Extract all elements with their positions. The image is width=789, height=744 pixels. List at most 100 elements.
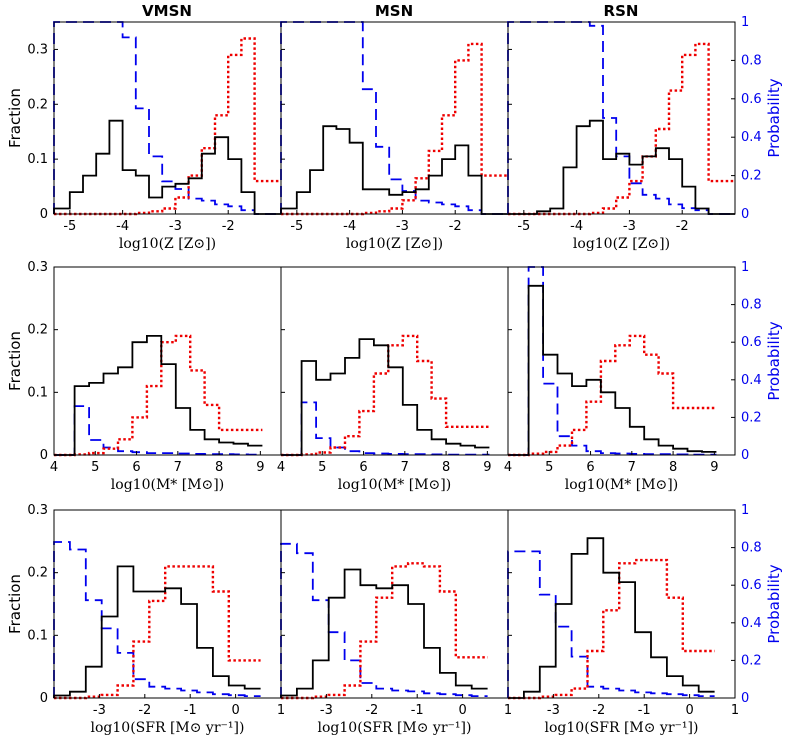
y-tick-label: 0.2 (27, 97, 48, 112)
x-tick-label: -4 (116, 219, 129, 234)
right-y-tick-label: 0.6 (741, 578, 762, 593)
panel-sfr-vmsn: -3 -2 -1 0 1 0 0.1 0.2 0.3 log10(SFR [M⊙ yr⁻¹]) (27, 503, 285, 736)
series-probability-dashed (53, 541, 261, 698)
series-comparison-dotted (54, 334, 263, 457)
y-tick-label: 0 (40, 448, 48, 463)
x-tick-label: 7 (174, 460, 182, 475)
panel-frame (280, 509, 509, 699)
y-tick-label: 0.2 (27, 323, 48, 338)
row-sfr: Fraction Probability-3 -2 -1 0 100.10.20.3log… (6, 503, 783, 736)
x-axis-label: log10(M* [M⊙]) (111, 477, 224, 493)
right-y-tick-label: 0.8 (741, 298, 762, 313)
x-tick-label: -2 (449, 219, 462, 234)
x-tick-label: -5 (290, 219, 303, 234)
panel-frame (507, 21, 736, 215)
panel-stellar-mass-rsn: 4 5 6 7 8 9 0 0.2 0.4 0.6 0.8 1 log10(M* [M⊙]) (504, 260, 762, 493)
x-tick-label: -2 (592, 703, 605, 718)
x-tick-label: -5 (517, 219, 530, 234)
right-y-tick-label: 0.8 (741, 53, 762, 68)
panel-frame (280, 21, 509, 215)
x-tick-label: -3 (623, 219, 636, 234)
series-probability-dashed (280, 542, 488, 698)
y-tick-label: 0.3 (27, 42, 48, 57)
panel-metallicity-rsn: -5 -4 -3 -2 0 0.2 0.4 0.6 0.8 1 log10(Z [Z⊙]) (507, 15, 762, 252)
panel-frame (53, 266, 282, 456)
series-fraction-solid (53, 565, 261, 698)
right-y-tick-label: 0.4 (741, 130, 762, 145)
series-fraction-solid (281, 338, 490, 456)
right-y-tick-label: 0.2 (741, 410, 762, 425)
row-metallicity: Fraction Probability -5 -4 -3 -2 0 0.1 0.2 0.3 log… (6, 15, 783, 252)
x-tick-label: 9 (710, 460, 718, 475)
column-title-vmsn: VMSN (142, 2, 192, 20)
x-tick-label: -4 (343, 219, 356, 234)
x-tick-label: -3 (93, 703, 106, 718)
x-tick-label: 4 (277, 460, 285, 475)
right-y-tick-label: 0.2 (741, 653, 762, 668)
series-probability-dashed (508, 266, 717, 456)
y-axis-label-fraction: Fraction (6, 574, 24, 634)
x-tick-label: 1 (504, 703, 512, 718)
right-y-tick-label: 0 (741, 691, 749, 706)
column-titles: VMSN MSN RSN (142, 2, 638, 20)
x-tick-label: -2 (365, 703, 378, 718)
series-probability-dashed (507, 550, 715, 698)
y-tick-label: 0.2 (27, 566, 48, 581)
series-fraction-solid (280, 568, 488, 698)
right-y-tick-label: 1 (741, 15, 749, 30)
x-tick-label: -3 (320, 703, 333, 718)
series-fraction-solid (53, 119, 281, 215)
x-tick-label: 4 (504, 460, 512, 475)
x-tick-label: -1 (184, 703, 197, 718)
x-axis-label: log10(M* [M⊙]) (338, 477, 451, 493)
y-tick-label: 0.1 (27, 385, 48, 400)
y-axis-label-fraction: Fraction (6, 331, 24, 391)
y-tick-label: 0 (40, 691, 48, 706)
x-tick-label: 5 (91, 460, 99, 475)
y-axis-label-fraction: Fraction (6, 88, 24, 148)
x-tick-label: -3 (547, 703, 560, 718)
x-axis-label: log10(Z [Z⊙]) (573, 236, 670, 252)
column-title-msn: MSN (375, 2, 413, 20)
x-axis-label: log10(M* [M⊙]) (565, 477, 678, 493)
series-comparison-dotted (54, 565, 261, 700)
panel-stellar-mass-vmsn: 4 5 6 7 8 9 0 0.1 0.2 0.3 log10(M* [M⊙]) (27, 260, 282, 493)
series-probability-dashed (54, 405, 263, 456)
x-tick-label: -4 (570, 219, 583, 234)
series-comparison-dotted (281, 334, 490, 457)
y-tick-label: 0.3 (27, 503, 48, 518)
x-tick-label: -3 (396, 219, 409, 234)
x-tick-label: -2 (676, 219, 689, 234)
x-tick-label: -5 (63, 219, 76, 234)
right-y-tick-label: 0.6 (741, 92, 762, 107)
series-probability-dashed (507, 21, 735, 215)
right-y-tick-label: 0.2 (741, 169, 762, 184)
x-axis-label: log10(Z [Z⊙]) (346, 236, 443, 252)
x-tick-label: 6 (586, 460, 594, 475)
x-tick-label: 6 (359, 460, 367, 475)
y-axis-label-probability: Probability (765, 321, 783, 400)
x-tick-label: 9 (483, 460, 491, 475)
x-axis-label: log10(SFR [M⊙ yr⁻¹]) (545, 720, 699, 736)
x-axis-label: log10(Z [Z⊙]) (119, 236, 216, 252)
series-comparison-dotted (281, 42, 508, 216)
y-axis-label-probability: Probability (765, 564, 783, 643)
x-tick-label: 9 (256, 460, 264, 475)
x-tick-label: 8 (442, 460, 450, 475)
row-stellar-mass: Fraction Probability 4 5 6 7 8 9 0 0.1 0.2 0.3 log10… (6, 260, 783, 493)
x-tick-label: 5 (318, 460, 326, 475)
x-tick-label: 1 (277, 703, 285, 718)
right-y-tick-label: 0.6 (741, 335, 762, 350)
column-title-rsn: RSN (604, 2, 639, 20)
panel-frame (53, 509, 282, 699)
right-y-tick-label: 0 (741, 448, 749, 463)
x-tick-label: 6 (132, 460, 140, 475)
x-tick-label: 0 (231, 703, 239, 718)
panel-stellar-mass-msn: 4 5 6 7 8 9 log10(M* [M⊙]) (277, 266, 509, 493)
x-tick-label: 1 (731, 703, 739, 718)
x-tick-label: -1 (638, 703, 651, 718)
series-fraction-solid (508, 119, 735, 215)
x-tick-label: 8 (215, 460, 223, 475)
series-probability-dashed (280, 21, 508, 215)
